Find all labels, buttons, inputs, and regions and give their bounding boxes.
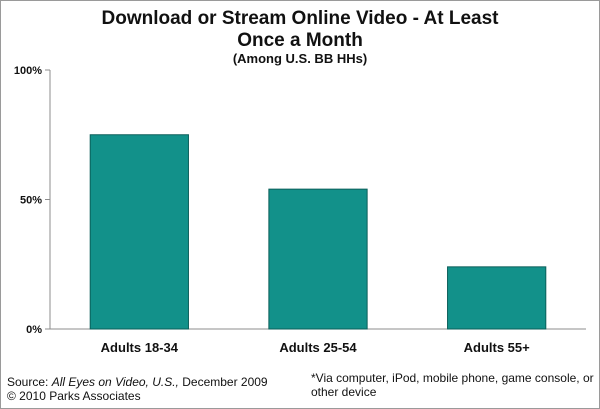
source-prefix: Source: — [7, 375, 52, 389]
footnote: *Via computer, iPod, mobile phone, game … — [311, 371, 594, 399]
chart-title: Download or Stream Online Video - At Lea… — [1, 8, 599, 52]
x-category-label: Adults 18-34 — [101, 340, 179, 355]
bar-adults-18-34 — [89, 134, 189, 330]
source-line: Source: All Eyes on Video, U.S., Decembe… — [7, 375, 268, 389]
y-tick-label: 0% — [26, 324, 42, 336]
y-tick-label: 100% — [14, 65, 42, 77]
y-tick-group: 0% 50% 100% — [14, 65, 50, 336]
bar-adults-25-54 — [268, 188, 368, 330]
x-category-label: Adults 55+ — [464, 340, 531, 355]
chart-subtitle: (Among U.S. BB HHs) — [232, 51, 368, 66]
y-tick-label: 50% — [20, 195, 42, 207]
copyright: © 2010 Parks Associates — [7, 389, 141, 403]
source-title: All Eyes on Video, U.S., — [51, 375, 179, 389]
bar-adults-55 — [447, 266, 547, 330]
source-note: Source: All Eyes on Video, U.S., Decembe… — [7, 375, 268, 403]
source-date: December 2009 — [178, 375, 268, 389]
x-category-label: Adults 25-54 — [279, 340, 357, 355]
chart-title-line-1: Download or Stream Online Video - At Lea… — [101, 8, 499, 29]
bar-chart: 0%50%100% Adults 18-34 Adults 25-54 Adults… — [14, 65, 586, 355]
chart-title-line-2: Once a Month — [237, 30, 363, 51]
x-label-group: Adults 18-34 Adults 25-54 Adults 55+ — [101, 340, 530, 355]
bar-group — [89, 134, 547, 330]
